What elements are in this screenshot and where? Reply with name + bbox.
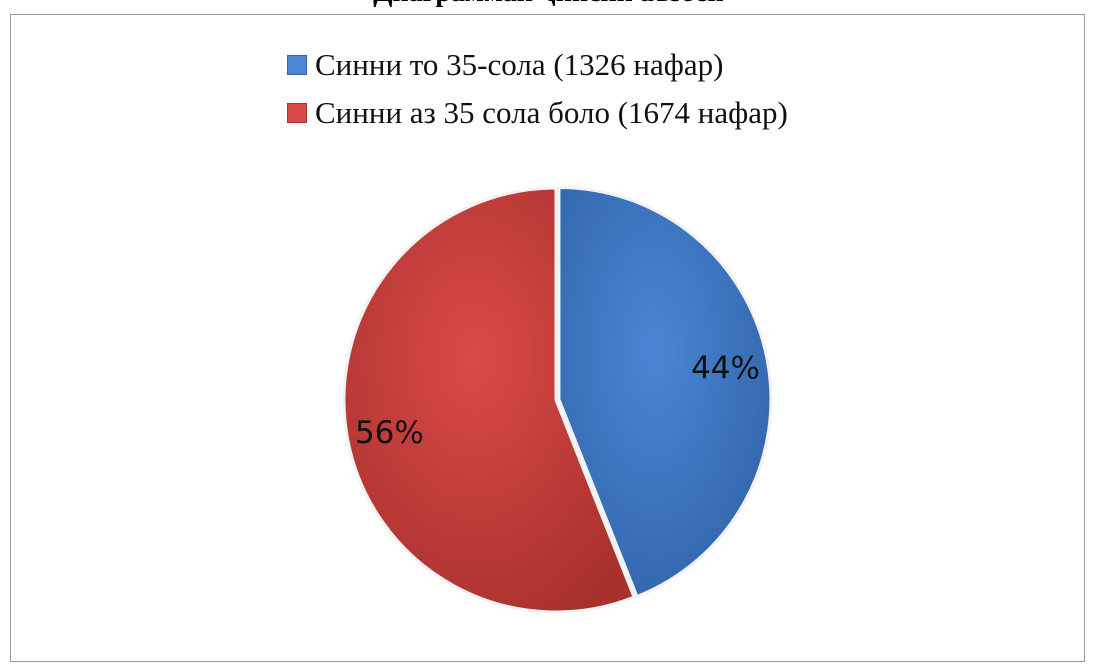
- legend-label: Синни аз 35 сола боло (1674 нафар): [315, 95, 788, 130]
- pie-slice-1: [557, 185, 773, 599]
- data-label-2: 56%: [355, 415, 424, 451]
- legend-swatch-red: [287, 103, 307, 123]
- legend-item-under-35: Синни то 35-сола (1326 нафар): [287, 41, 788, 89]
- legend-label: Синни то 35-сола (1326 нафар): [315, 47, 724, 82]
- legend-swatch-blue: [287, 55, 307, 75]
- legend-item-over-35: Синни аз 35 сола боло (1674 нафар): [287, 89, 788, 137]
- data-label-1: 44%: [691, 351, 760, 387]
- legend: Синни то 35-сола (1326 нафар) Синни аз 3…: [287, 41, 788, 137]
- pie-slice-2: [342, 186, 636, 614]
- chart-title: Диаграммаи ҷинсии аъзоён: [0, 0, 1097, 8]
